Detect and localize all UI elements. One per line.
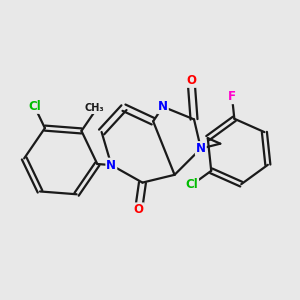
- Text: Cl: Cl: [185, 178, 198, 191]
- Text: Cl: Cl: [28, 100, 41, 113]
- Text: F: F: [228, 90, 236, 103]
- Text: O: O: [186, 74, 196, 87]
- Text: N: N: [158, 100, 168, 113]
- Text: O: O: [134, 203, 144, 216]
- Text: N: N: [106, 159, 116, 172]
- Text: CH₃: CH₃: [84, 103, 104, 113]
- Text: N: N: [196, 142, 206, 155]
